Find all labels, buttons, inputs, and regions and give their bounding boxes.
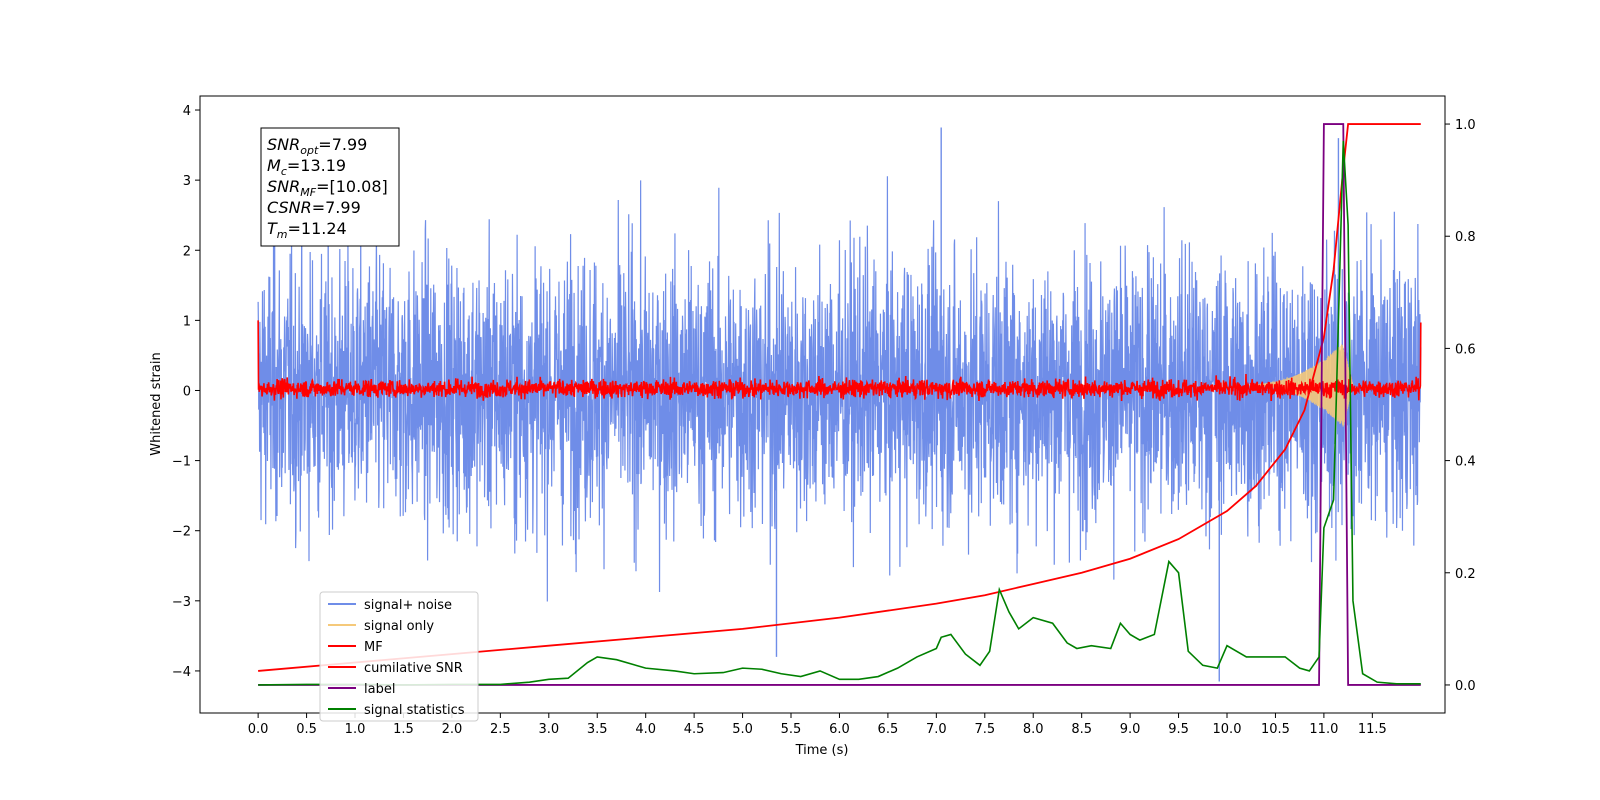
x-tick-label: 10.5 (1261, 722, 1290, 737)
y2-tick-label: 0.4 (1455, 455, 1476, 470)
y-tick-label: 3 (183, 174, 191, 189)
legend: signal+ noise signal only MF cumilative SNR… (319, 591, 479, 722)
x-tick-label: 9.0 (1120, 722, 1141, 737)
annotation-line: Mc=13.19 (267, 156, 346, 178)
legend-entry: signal statistics (364, 703, 465, 718)
x-tick-label: 11.0 (1309, 722, 1338, 737)
series-cumulative-snr (258, 123, 1421, 672)
x-tick-label: 7.0 (926, 722, 947, 737)
annotation-line: SNRopt=7.99 (267, 135, 367, 157)
y2-tick-label: 0.2 (1455, 567, 1476, 582)
annotation-frame (260, 127, 400, 247)
y-tick-label: 2 (183, 244, 191, 259)
annotation-line: Tm=11.24 (267, 219, 347, 241)
y2-tick-label: 0.8 (1455, 230, 1476, 245)
legend-entry: signal only (364, 619, 434, 634)
plot-frame (199, 95, 1446, 714)
x-tick-label: 9.5 (1168, 722, 1189, 737)
y-tick-label: 0 (183, 384, 191, 399)
y-tick-label: −3 (172, 595, 191, 610)
y-axis-right: 1.0 0.8 0.6 0.4 0.2 0.0 (1445, 118, 1476, 694)
y-tick-label: 1 (183, 314, 191, 329)
x-tick-label: 7.5 (974, 722, 995, 737)
y-axis-left: 4 3 2 1 0 −1 −2 −3 −4 (172, 104, 200, 680)
series-signal-statistics (258, 140, 1421, 686)
x-tick-label: 3.5 (587, 722, 608, 737)
x-tick-label: 5.5 (781, 722, 802, 737)
x-tick-label: 4.5 (684, 722, 705, 737)
y-axis-label: Whitened strain (149, 352, 164, 455)
series-layer (257, 123, 1422, 686)
x-tick-label: 6.5 (878, 722, 899, 737)
x-tick-label: 8.5 (1071, 722, 1092, 737)
x-tick-label: 8.0 (1023, 722, 1044, 737)
x-tick-label: 0.0 (248, 722, 269, 737)
annotation-line: CSNR=7.99 (267, 198, 361, 217)
y2-tick-label: 0.0 (1455, 679, 1476, 694)
series-signal-only (1246, 344, 1354, 427)
x-tick-label: 1.0 (345, 722, 366, 737)
legend-entry: MF (364, 640, 383, 655)
y-tick-label: −4 (172, 665, 191, 680)
x-tick-label: 2.5 (490, 722, 511, 737)
y2-tick-label: 1.0 (1455, 118, 1476, 133)
y-tick-label: −2 (172, 525, 191, 540)
x-tick-label: 0.5 (296, 722, 317, 737)
x-axis-label: Time (s) (795, 743, 849, 758)
y-tick-label: −1 (172, 455, 191, 470)
y2-tick-label: 0.6 (1455, 342, 1476, 357)
legend-entry: label (364, 682, 395, 697)
x-tick-label: 2.0 (442, 722, 463, 737)
series-mf (257, 320, 1422, 402)
legend-entry: cumilative SNR (364, 661, 463, 676)
x-tick-label: 10.0 (1213, 722, 1242, 737)
annotation-box: SNRopt=7.99Mc=13.19SNRMF=[10.08]CSNR=7.9… (260, 127, 400, 247)
annotation-line: SNRMF=[10.08] (267, 177, 388, 199)
series-label (258, 123, 1421, 686)
y-tick-label: 4 (183, 104, 191, 119)
x-tick-label: 4.0 (635, 722, 656, 737)
x-tick-label: 11.5 (1358, 722, 1387, 737)
series-signal-noise (257, 176, 1422, 602)
x-tick-label: 1.5 (393, 722, 414, 737)
x-tick-label: 5.0 (732, 722, 753, 737)
legend-frame (319, 591, 479, 722)
x-tick-label: 3.0 (538, 722, 559, 737)
x-tick-label: 6.0 (829, 722, 850, 737)
legend-entry: signal+ noise (364, 598, 452, 613)
